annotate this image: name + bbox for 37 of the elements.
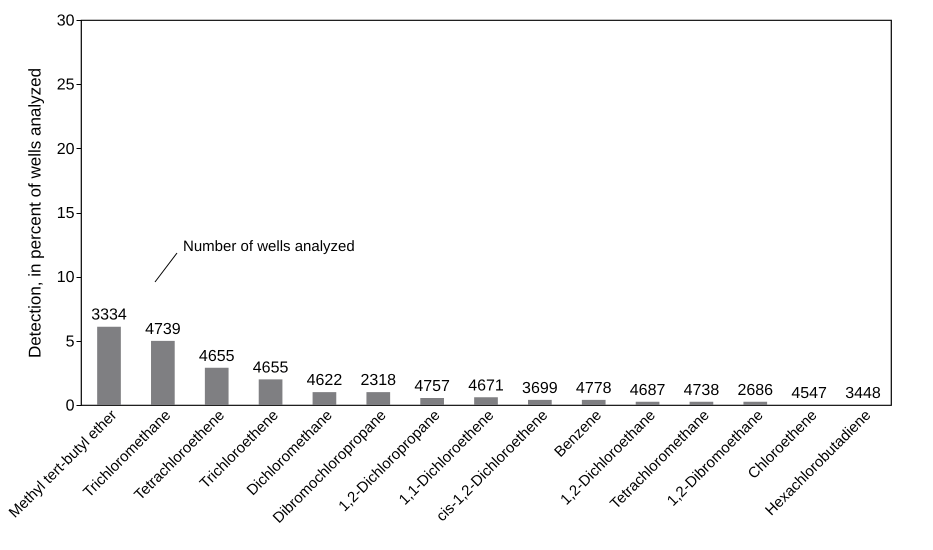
bar xyxy=(474,397,498,405)
annotation: 4671 xyxy=(468,377,504,394)
annotation: 4547 xyxy=(791,385,828,402)
annotation: 4655 xyxy=(198,348,235,365)
bar xyxy=(204,368,229,405)
bar xyxy=(420,398,444,405)
y-tick-label: 25 xyxy=(56,76,75,94)
bar xyxy=(258,379,282,405)
annotation: 3699 xyxy=(522,380,558,397)
bar xyxy=(312,392,336,405)
bar xyxy=(366,392,390,405)
annotation: 4738 xyxy=(684,382,720,399)
bar xyxy=(743,402,768,405)
annotation: 4757 xyxy=(414,378,450,395)
bar xyxy=(582,400,606,405)
annotation: 3334 xyxy=(91,306,127,324)
annotation: Number of wells analyzed xyxy=(183,238,355,255)
annotation: 2318 xyxy=(360,372,396,390)
annotation: 4687 xyxy=(630,382,666,399)
y-tick-label: 20 xyxy=(56,140,75,158)
y-tick-label: 15 xyxy=(56,205,75,222)
bar xyxy=(636,402,660,405)
bar xyxy=(690,402,714,405)
bar xyxy=(151,340,175,405)
y-tick-label: 5 xyxy=(66,333,75,350)
y-tick-label: 10 xyxy=(56,269,75,286)
annotation: 4655 xyxy=(252,359,288,376)
annotation: 4739 xyxy=(145,320,181,338)
annotation: 4778 xyxy=(576,380,612,397)
annotation: 2686 xyxy=(737,382,774,399)
y-tick-label: 0 xyxy=(66,398,75,414)
annotation: 3448 xyxy=(845,385,881,402)
annotation: 4622 xyxy=(306,372,342,390)
bar xyxy=(97,326,121,405)
y-axis-title: Detection, in percent of wells analyzed xyxy=(26,68,45,358)
y-tick-label: 30 xyxy=(56,12,75,30)
bar xyxy=(528,400,552,405)
